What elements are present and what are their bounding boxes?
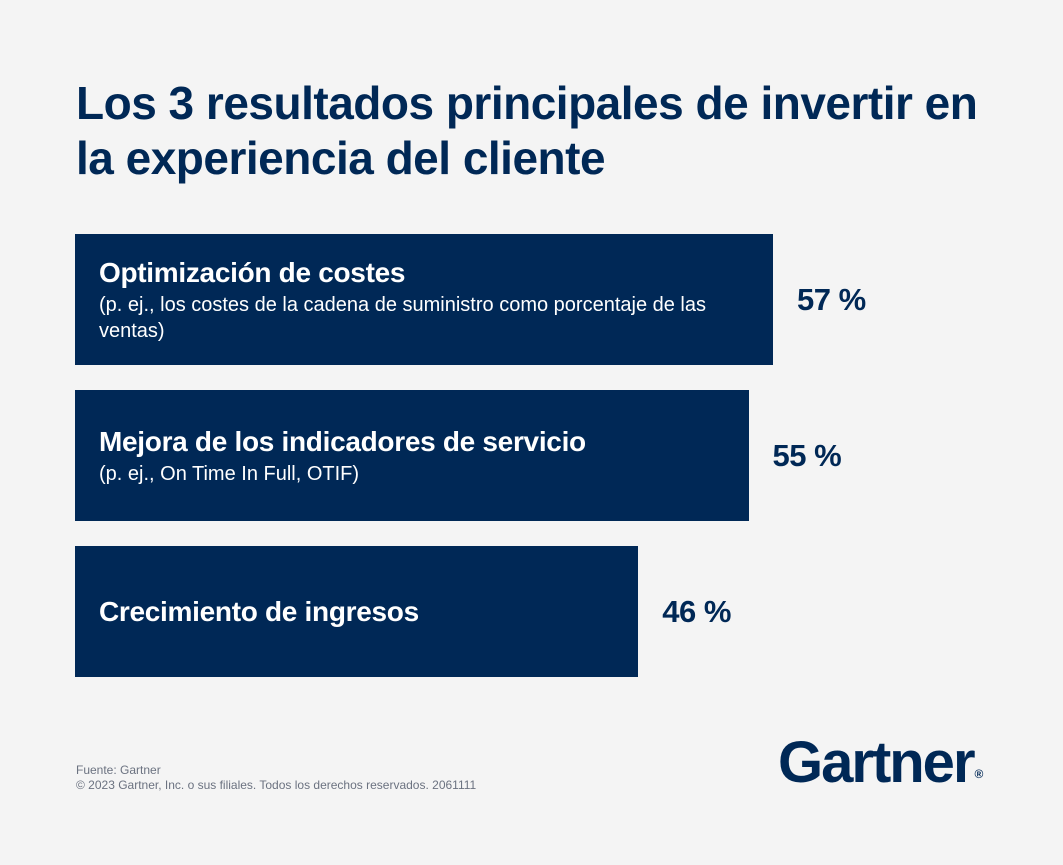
- bar-label: Mejora de los indicadores de servicio: [99, 425, 586, 457]
- bar-value-label: 46 %: [662, 593, 731, 629]
- bar-3: Crecimiento de ingresos: [75, 546, 639, 677]
- bar-label: Crecimiento de ingresos: [99, 595, 419, 627]
- copyright-text: © 2023 Gartner, Inc. o sus filiales. Tod…: [76, 778, 477, 792]
- bar-value-label: 57 %: [797, 281, 866, 317]
- bar-sublabel: (p. ej., los costes de la cadena de sumi…: [99, 293, 706, 342]
- logo-text: Gartner: [778, 730, 976, 795]
- bar-chart: Optimización de costes (p. ej., los coste…: [75, 234, 1025, 684]
- bar-1: Optimización de costes (p. ej., los coste…: [75, 234, 773, 365]
- footer: Fuente: Gartner © 2023 Gartner, Inc. o s…: [76, 763, 476, 793]
- chart-title: Los 3 resultados principales de invertir…: [76, 77, 978, 184]
- source-text: Fuente: Gartner: [76, 763, 161, 777]
- bar-value-label: 55 %: [772, 437, 842, 473]
- gartner-logo: Gartner®: [778, 728, 983, 809]
- bar-2: Mejora de los indicadores de servicio (p…: [75, 390, 749, 521]
- bar-sublabel: (p. ej., On Time In Full, OTIF): [99, 462, 360, 485]
- registered-mark: ®: [974, 767, 984, 781]
- bar-label: Optimización de costes: [99, 256, 406, 288]
